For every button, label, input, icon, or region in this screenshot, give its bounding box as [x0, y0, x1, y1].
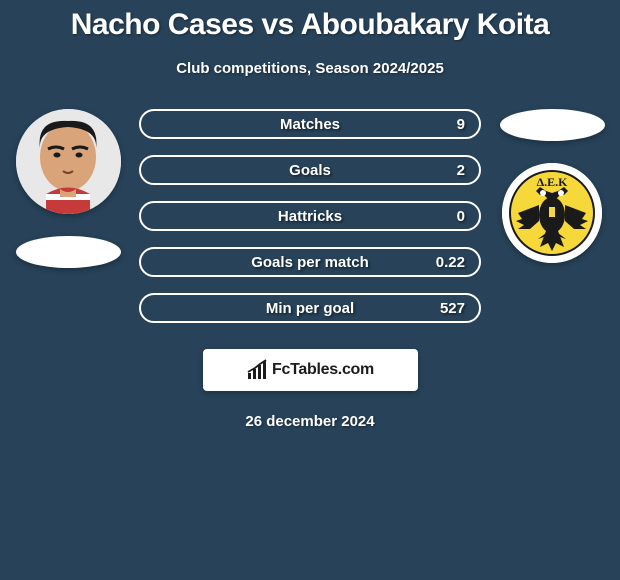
stat-value-right: 9 [457, 116, 465, 133]
stats-list: Matches 9 Goals 2 Hattricks 0 Goals per … [139, 109, 481, 323]
badge-text: Δ.Ε.Κ [537, 175, 569, 189]
right-player-placeholder [500, 109, 605, 141]
chart-icon [246, 359, 268, 381]
brand-label: FcTables.com [272, 361, 374, 379]
player-face-icon [16, 109, 121, 214]
stat-label: Hattricks [278, 208, 342, 225]
stat-label: Goals per match [251, 254, 369, 271]
stat-label: Matches [280, 116, 340, 133]
left-club-placeholder [16, 236, 121, 268]
stat-value-right: 2 [457, 162, 465, 179]
left-player-avatar [16, 109, 121, 214]
stat-row-matches: Matches 9 [139, 109, 481, 139]
right-player-column: Δ.Ε.Κ [492, 109, 612, 263]
stat-value-right: 0.22 [436, 254, 465, 271]
page-title: Nacho Cases vs Aboubakary Koita [0, 0, 620, 42]
stat-value-right: 0 [457, 208, 465, 225]
brand-box: FcTables.com [203, 349, 418, 391]
aek-badge-icon: Δ.Ε.Κ [502, 163, 602, 263]
page-subtitle: Club competitions, Season 2024/2025 [0, 60, 620, 77]
stat-row-goals-per-match: Goals per match 0.22 [139, 247, 481, 277]
date-label: 26 december 2024 [0, 413, 620, 430]
stat-value-right: 527 [440, 300, 465, 317]
stat-row-hattricks: Hattricks 0 [139, 201, 481, 231]
stat-label: Goals [289, 162, 331, 179]
stat-row-goals: Goals 2 [139, 155, 481, 185]
stat-row-min-per-goal: Min per goal 527 [139, 293, 481, 323]
stat-label: Min per goal [266, 300, 354, 317]
right-club-badge: Δ.Ε.Κ [502, 163, 602, 263]
comparison-content: Δ.Ε.Κ Matches 9 G [0, 109, 620, 430]
left-player-column [8, 109, 128, 268]
